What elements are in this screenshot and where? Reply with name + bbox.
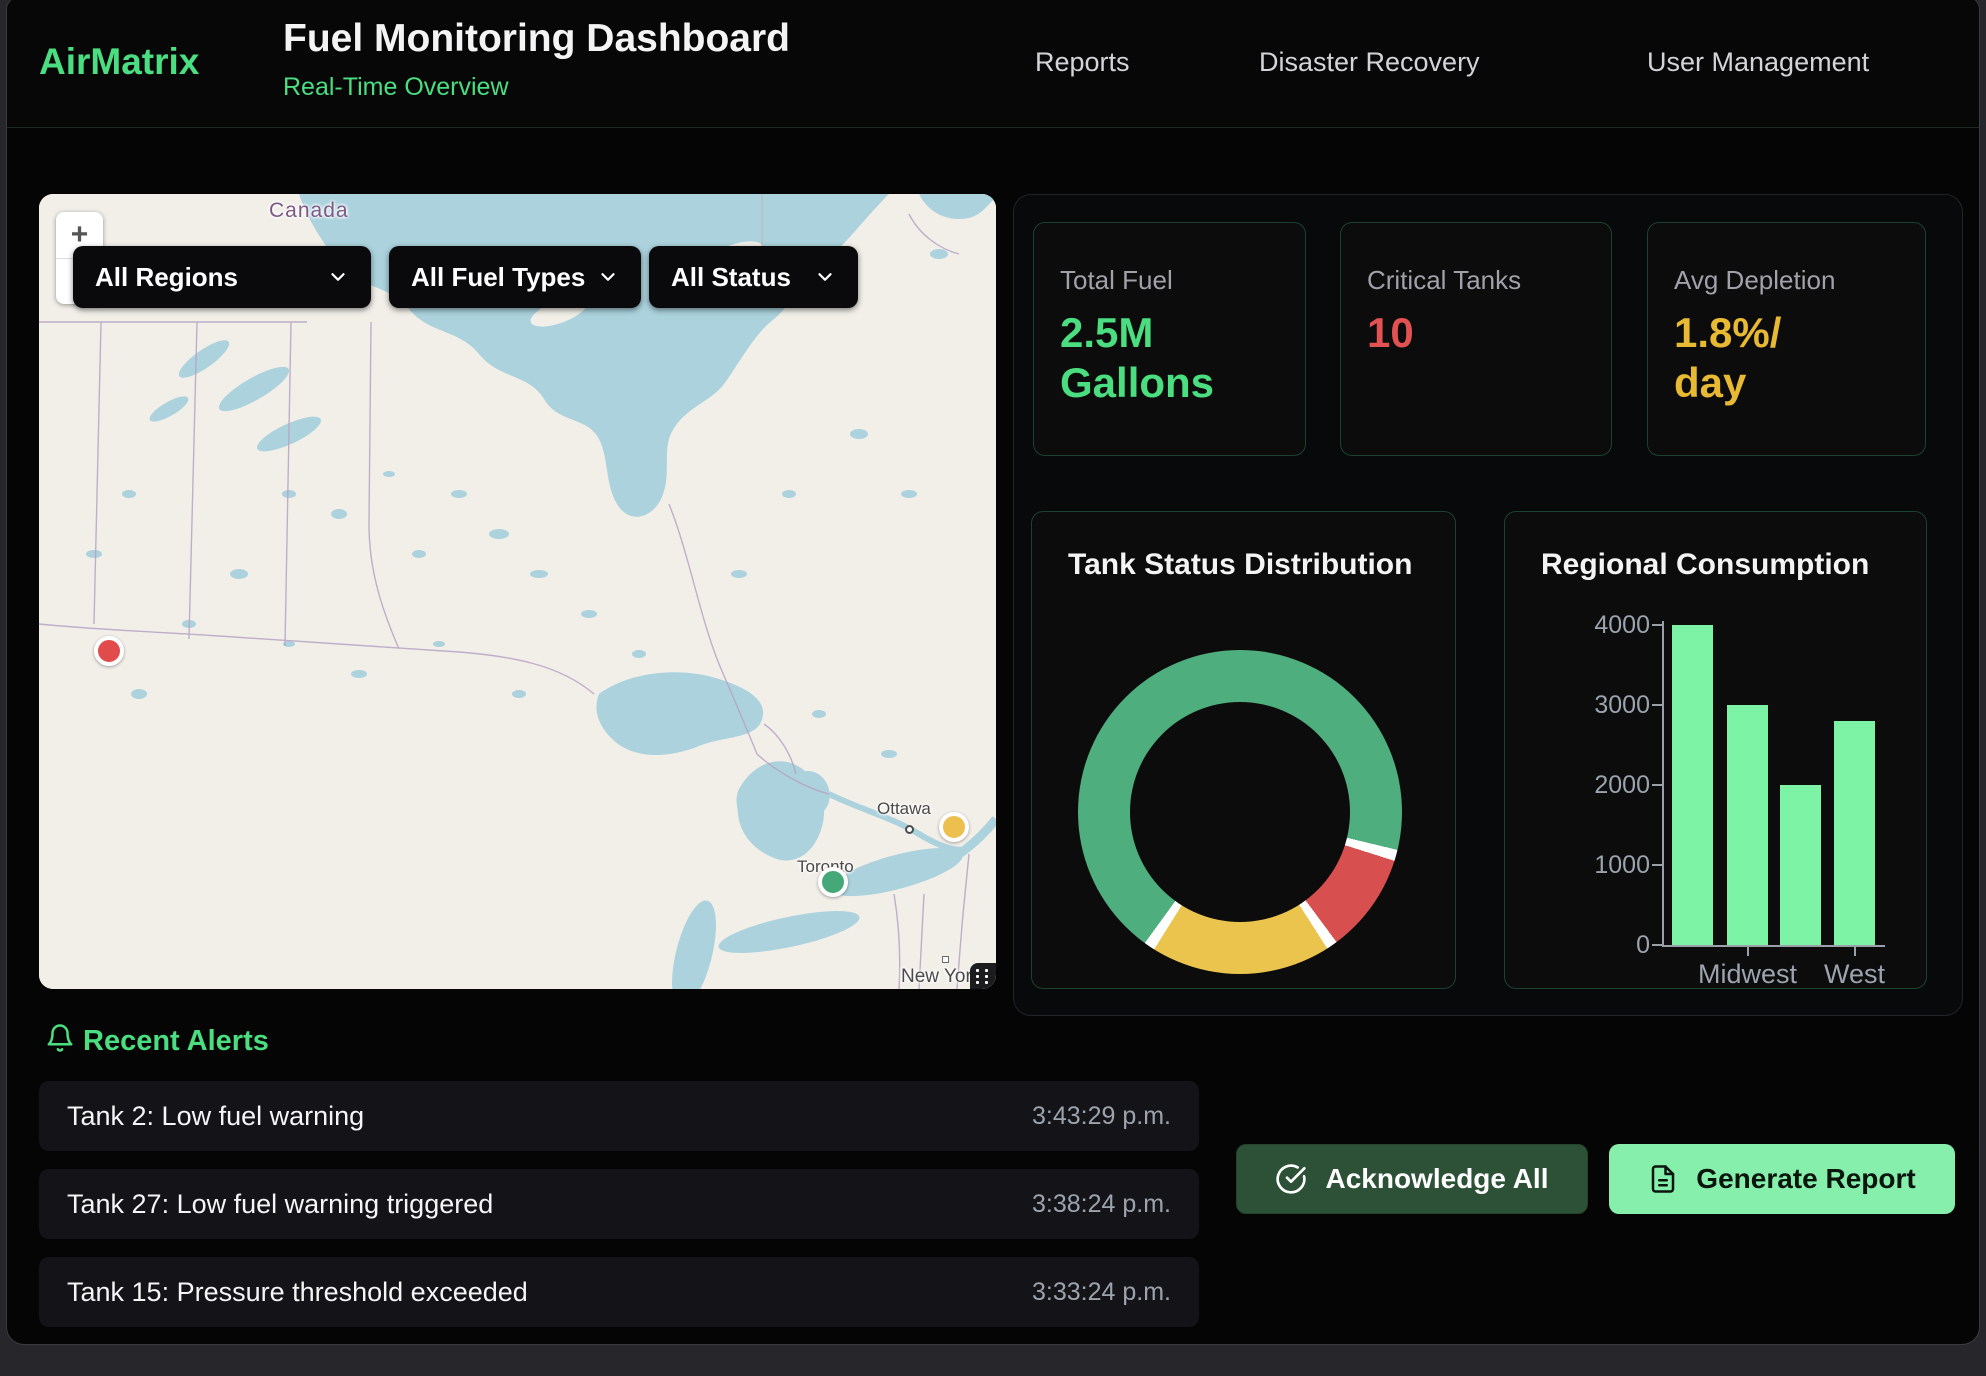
fuel-monitoring-dashboard: AirMatrix Fuel Monitoring Dashboard Real… [0, 0, 1986, 1376]
header: AirMatrix Fuel Monitoring Dashboard Real… [7, 0, 1979, 128]
regional-consumption-bar-chart: 01000200030004000MidwestWest [1664, 625, 1885, 945]
status-filter-select[interactable]: All Status [649, 246, 858, 308]
y-axis [1662, 621, 1664, 947]
stat-label: Total Fuel [1060, 265, 1279, 296]
region-filter-select[interactable]: All Regions [73, 246, 371, 308]
y-tick-label: 1000 [1580, 851, 1650, 880]
town-dot [942, 956, 949, 963]
donut-hole [1130, 702, 1350, 922]
alert-time: 3:43:29 p.m. [1032, 1102, 1171, 1131]
y-tick-label: 2000 [1580, 771, 1650, 800]
y-tick-label: 3000 [1580, 691, 1650, 720]
stat-label: Critical Tanks [1367, 265, 1585, 296]
map-label-ottawa: Ottawa [877, 799, 931, 819]
y-tick-mark [1652, 784, 1662, 786]
stat-value: 1.8%/ day [1674, 308, 1899, 409]
stat-value: 10 [1367, 308, 1585, 358]
nav-user-management[interactable]: User Management [1647, 47, 1869, 78]
alerts-heading: Recent Alerts [83, 1025, 269, 1058]
map-attribution-toggle[interactable] [970, 963, 996, 989]
y-tick-label: 0 [1580, 931, 1650, 960]
tank-marker-critical[interactable] [94, 636, 124, 666]
alert-time: 3:38:24 p.m. [1032, 1190, 1171, 1219]
alert-row[interactable]: Tank 2: Low fuel warning 3:43:29 p.m. [39, 1081, 1199, 1151]
acknowledge-all-button[interactable]: Acknowledge All [1236, 1144, 1588, 1214]
alert-text: Tank 2: Low fuel warning [67, 1101, 364, 1132]
bar [1672, 625, 1713, 945]
tank-marker-normal[interactable] [818, 867, 848, 897]
chevron-down-icon [597, 266, 619, 288]
y-tick-mark [1652, 704, 1662, 706]
stat-value: 2.5M Gallons [1060, 308, 1279, 409]
nav-disaster-recovery[interactable]: Disaster Recovery [1259, 47, 1480, 78]
y-tick-label: 4000 [1580, 611, 1650, 640]
stat-card-critical-tanks: Critical Tanks 10 [1340, 222, 1612, 456]
region-filter-value: All Regions [95, 262, 238, 293]
alert-text: Tank 27: Low fuel warning triggered [67, 1189, 493, 1220]
map-canvas[interactable]: Canada Ottawa Toronto New York + All Reg… [39, 194, 996, 989]
chart-title: Tank Status Distribution [1068, 548, 1412, 582]
status-filter-value: All Status [671, 262, 791, 293]
alert-row[interactable]: Tank 15: Pressure threshold exceeded 3:3… [39, 1257, 1199, 1327]
chevron-down-icon [327, 266, 349, 288]
fuel-type-filter-select[interactable]: All Fuel Types [389, 246, 641, 308]
generate-report-button[interactable]: Generate Report [1609, 1144, 1955, 1214]
ottawa-city-dot [905, 825, 914, 834]
bar [1780, 785, 1821, 945]
x-tick-mark [1854, 947, 1856, 956]
fuel-type-filter-value: All Fuel Types [411, 262, 585, 293]
tank-marker-warning[interactable] [939, 812, 969, 842]
nav-reports[interactable]: Reports [1035, 47, 1130, 78]
y-tick-mark [1652, 944, 1662, 946]
page-subtitle: Real-Time Overview [283, 73, 509, 102]
tank-status-chart-card: Tank Status Distribution [1031, 511, 1456, 989]
alert-text: Tank 15: Pressure threshold exceeded [67, 1277, 528, 1308]
stat-card-total-fuel: Total Fuel 2.5M Gallons [1033, 222, 1306, 456]
acknowledge-all-label: Acknowledge All [1325, 1163, 1548, 1195]
y-tick-mark [1652, 624, 1662, 626]
y-tick-mark [1652, 864, 1662, 866]
stat-card-avg-depletion: Avg Depletion 1.8%/ day [1647, 222, 1926, 456]
x-tick-mark [1747, 947, 1749, 956]
page-title: Fuel Monitoring Dashboard [283, 17, 790, 61]
map-label-canada: Canada [269, 199, 349, 223]
alert-time: 3:33:24 p.m. [1032, 1278, 1171, 1307]
chevron-down-icon [814, 266, 836, 288]
x-tick-label: West [1785, 959, 1925, 990]
alert-row[interactable]: Tank 27: Low fuel warning triggered 3:38… [39, 1169, 1199, 1239]
x-axis [1662, 945, 1885, 947]
file-text-icon [1648, 1164, 1678, 1194]
bar [1727, 705, 1768, 945]
grip-dots-icon [976, 969, 979, 972]
bar [1834, 721, 1875, 945]
regional-consumption-chart-card: Regional Consumption 01000200030004000Mi… [1504, 511, 1927, 989]
generate-report-label: Generate Report [1696, 1163, 1915, 1195]
brand-logo: AirMatrix [39, 41, 199, 83]
app-window: AirMatrix Fuel Monitoring Dashboard Real… [6, 0, 1980, 1345]
bell-icon [45, 1023, 75, 1058]
stat-label: Avg Depletion [1674, 265, 1899, 296]
chart-title: Regional Consumption [1541, 548, 1869, 582]
tank-status-donut-chart [1078, 650, 1402, 974]
check-circle-icon [1275, 1163, 1307, 1195]
